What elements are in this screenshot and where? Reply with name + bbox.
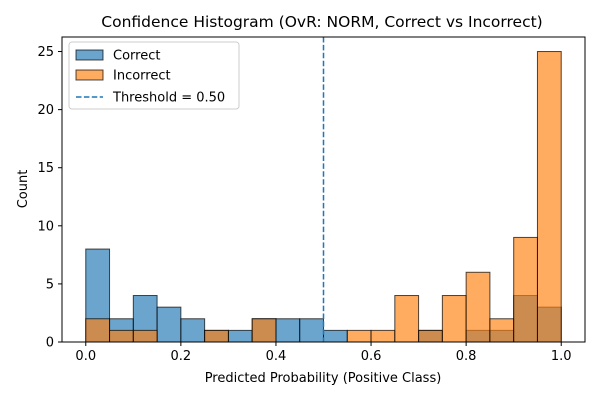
series-incorrect bbox=[85, 51, 562, 343]
y-tick-label: 15 bbox=[37, 161, 54, 176]
legend-label-incorrect: Incorrect bbox=[113, 69, 171, 84]
x-axis-label: Predicted Probability (Positive Class) bbox=[205, 371, 442, 386]
bar-incorrect-5 bbox=[204, 329, 229, 343]
bar-incorrect-16 bbox=[465, 271, 491, 343]
legend-swatch-correct bbox=[75, 49, 104, 61]
bar-incorrect-13 bbox=[394, 295, 420, 343]
legend: Correct Incorrect Threshold = 0.50 bbox=[68, 41, 240, 110]
bar-correct-8 bbox=[275, 318, 301, 343]
y-axis-label: Count bbox=[16, 170, 31, 209]
bar-incorrect-12 bbox=[370, 329, 396, 343]
bar-correct-4 bbox=[180, 318, 206, 343]
y-tick-label: 0 bbox=[46, 336, 54, 351]
plot-frame bbox=[61, 36, 586, 343]
bar-correct-6 bbox=[227, 329, 253, 343]
bar-incorrect-2 bbox=[132, 329, 158, 343]
legend-box bbox=[68, 41, 240, 110]
bar-incorrect-14 bbox=[418, 329, 443, 343]
legend-swatch-incorrect bbox=[75, 69, 104, 81]
legend-label-threshold: Threshold = 0.50 bbox=[112, 91, 225, 106]
bar-correct-10 bbox=[323, 329, 348, 343]
x-tick-label: 0.6 bbox=[361, 349, 382, 364]
bar-incorrect-18 bbox=[513, 236, 538, 343]
bar-incorrect-17 bbox=[489, 318, 515, 343]
y-tick-label: 25 bbox=[37, 45, 54, 60]
y-tick-label: 10 bbox=[37, 219, 54, 234]
bar-incorrect-0 bbox=[85, 318, 111, 343]
y-tick-label: 20 bbox=[37, 103, 54, 118]
x-tick-label: 0.2 bbox=[171, 349, 192, 364]
y-tick-label: 5 bbox=[46, 277, 54, 292]
x-tick-label: 0.4 bbox=[266, 349, 287, 364]
bar-incorrect-19 bbox=[536, 51, 562, 343]
bar-incorrect-7 bbox=[251, 318, 277, 343]
axis-ticks: 0.0 0.2 0.4 0.6 0.8 1.0 0 5 10 15 20 25 bbox=[37, 45, 571, 364]
x-tick-label: 0.8 bbox=[456, 349, 477, 364]
bar-incorrect-15 bbox=[441, 295, 467, 343]
bar-correct-9 bbox=[299, 318, 324, 343]
chart-title: Confidence Histogram (OvR: NORM, Correct… bbox=[101, 13, 542, 31]
x-tick-label: 0.0 bbox=[75, 349, 96, 364]
plot-area bbox=[85, 37, 562, 343]
x-tick-label: 1.0 bbox=[551, 349, 572, 364]
bar-correct-3 bbox=[156, 306, 182, 343]
bar-incorrect-11 bbox=[346, 329, 372, 343]
bar-incorrect-1 bbox=[109, 329, 134, 343]
legend-label-correct: Correct bbox=[113, 49, 160, 64]
